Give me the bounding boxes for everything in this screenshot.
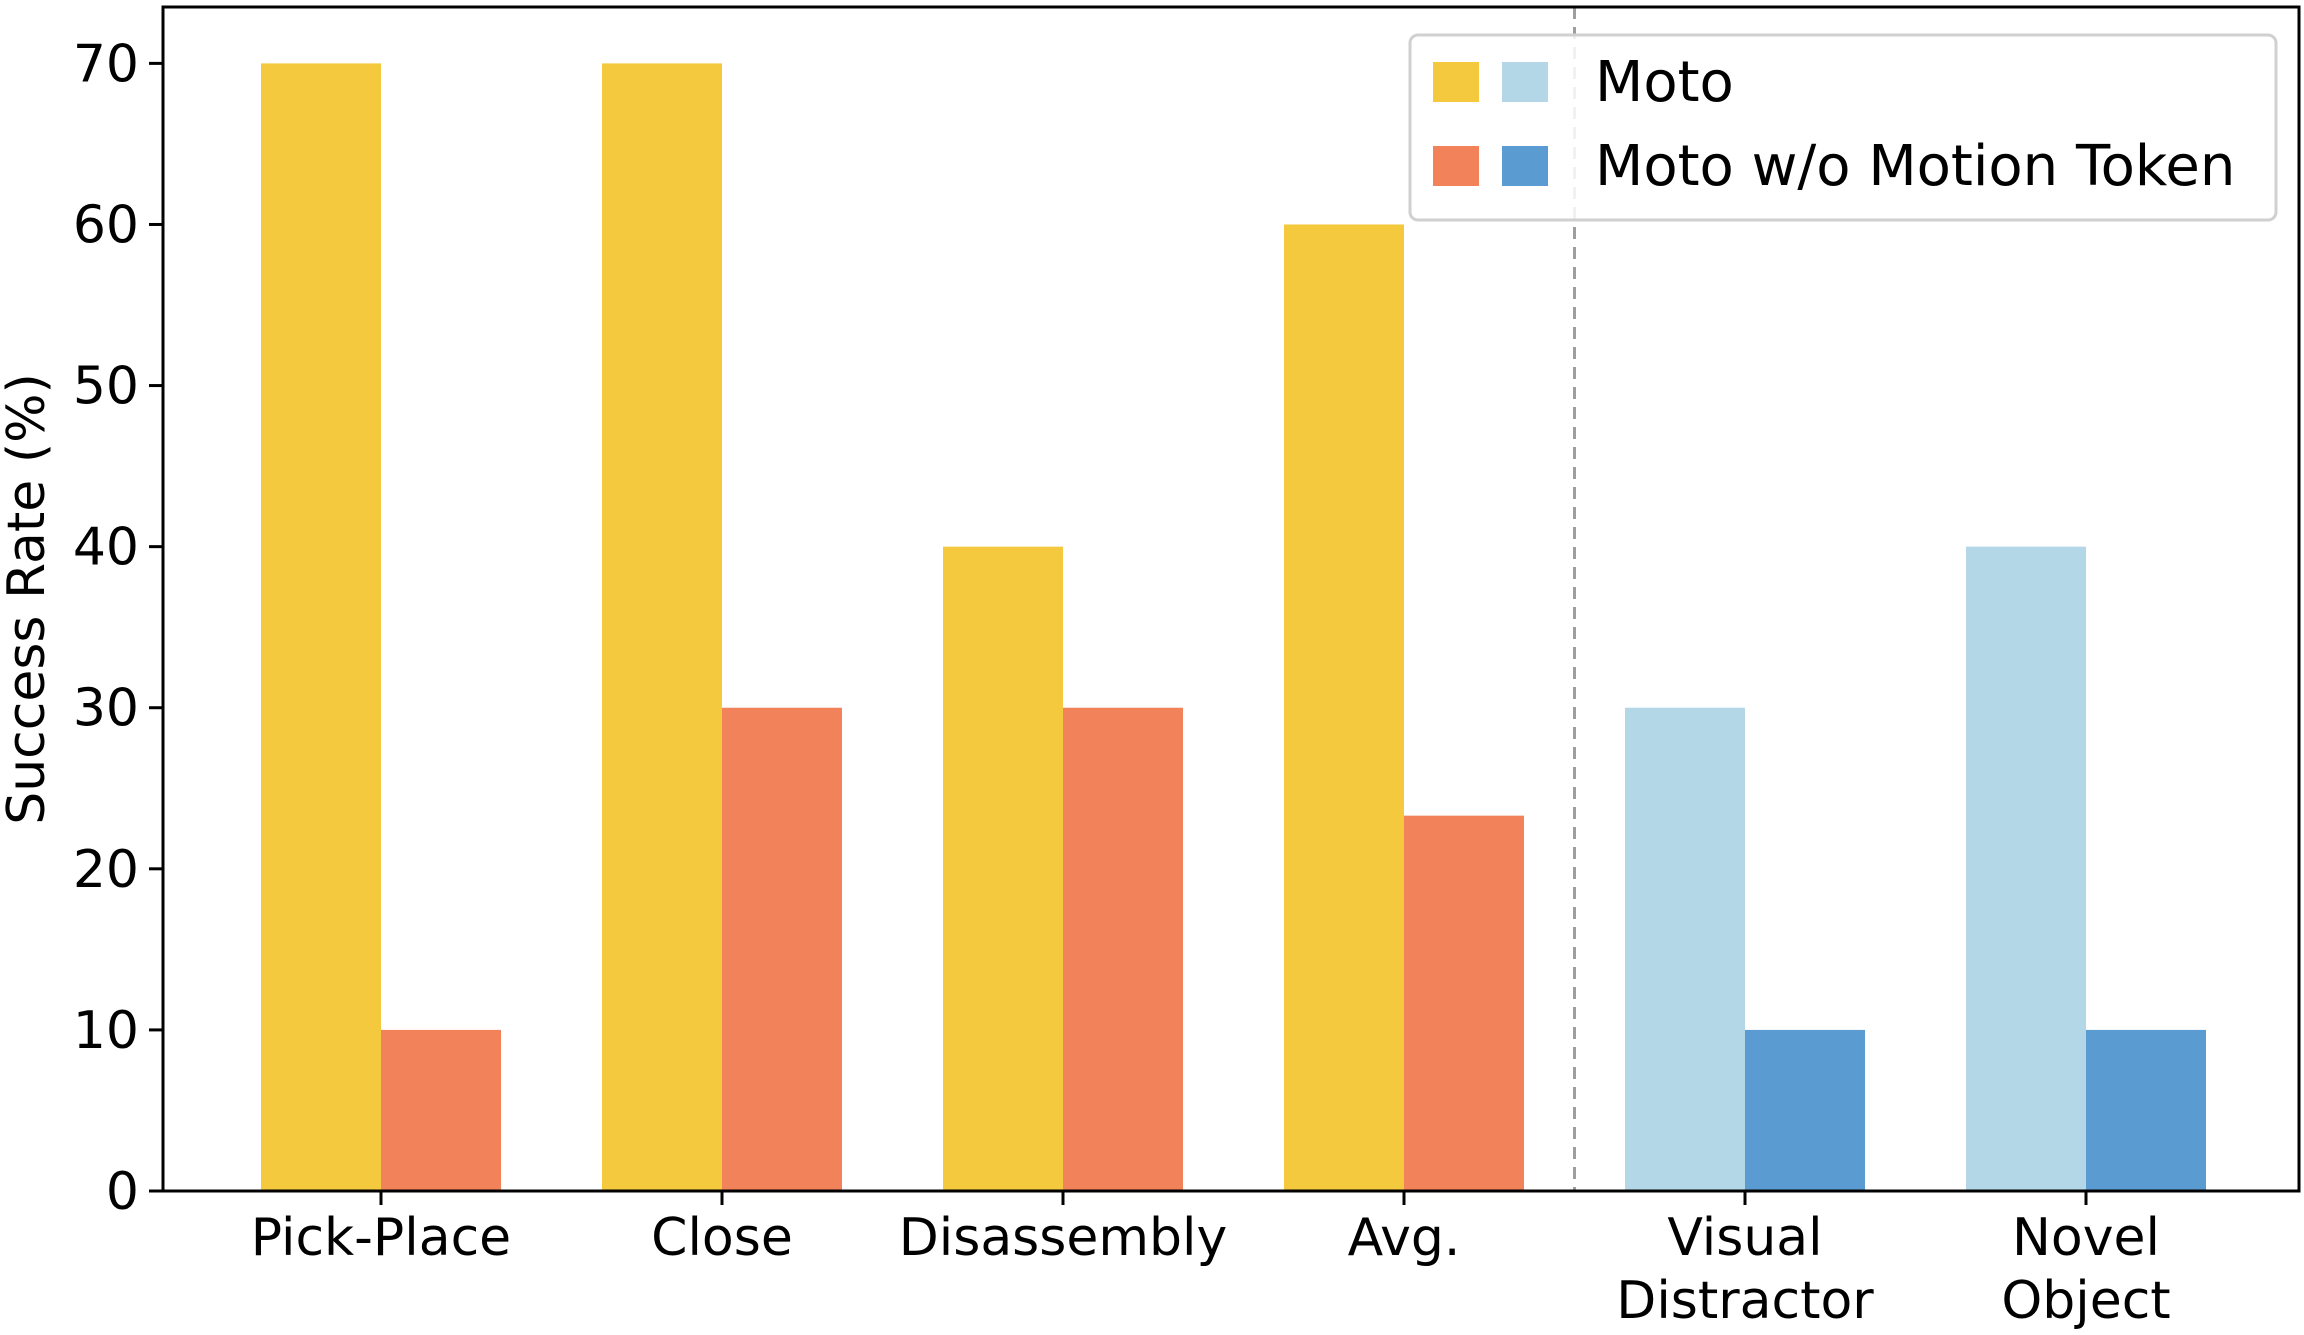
bar-moto-w-o-motion-token-novel-object: [2086, 1029, 2206, 1191]
legend-swatch-moto-w-o-motion-token-2: [1502, 146, 1548, 186]
bar-moto-w-o-motion-token-close: [722, 707, 842, 1191]
bar-moto-avg: [1284, 224, 1404, 1192]
x-tick-label-close: Close: [651, 1208, 793, 1268]
bar-moto-w-o-motion-token-pick-place: [381, 1029, 501, 1191]
x-axis: Pick-Place Close Disassembly Avg. Visual Dist…: [251, 1191, 2171, 1331]
legend-box: [1408, 33, 2278, 222]
y-tick-label: 0: [106, 1162, 139, 1222]
y-tick-label: 50: [73, 357, 139, 417]
y-axis: 0 10 20 30 40 50 60 70: [73, 34, 163, 1222]
y-tick-label: 40: [73, 518, 139, 578]
x-tick-label-visual-distractor: Visual Distractor: [1616, 1208, 1874, 1331]
legend: Moto Moto w/o Motion Token: [1408, 33, 2278, 222]
bar-moto-visual-distractor: [1625, 707, 1745, 1191]
bar-moto-disassembly: [943, 546, 1063, 1191]
bar-moto-w-o-motion-token-visual-distractor: [1745, 1029, 1865, 1191]
x-tick-label-disassembly: Disassembly: [899, 1208, 1228, 1268]
y-tick-label: 30: [73, 679, 139, 739]
legend-swatch-moto-2: [1502, 62, 1548, 102]
bar-moto-pick-place: [261, 63, 381, 1191]
legend-label-moto: Moto: [1595, 50, 1734, 115]
x-tick-label-novel-object: Novel Object: [2001, 1208, 2170, 1331]
y-tick-label: 20: [73, 840, 139, 900]
bar-moto-w-o-motion-token-disassembly: [1063, 707, 1183, 1191]
x-tick-label-avg: Avg.: [1348, 1208, 1461, 1268]
bar-moto-novel-object: [1966, 546, 2086, 1191]
y-axis-label: Success Rate (%): [0, 373, 57, 825]
legend-swatch-moto-w-o-motion-token-1: [1433, 146, 1479, 186]
y-tick-label: 70: [73, 34, 139, 94]
legend-label-moto-w-o-motion-token: Moto w/o Motion Token: [1595, 134, 2235, 199]
y-tick-label: 60: [73, 195, 139, 255]
plot-frame: [161, 5, 2301, 1193]
bars-group: [261, 63, 2206, 1192]
legend-swatch-moto-1: [1433, 62, 1479, 102]
y-tick-label: 10: [73, 1001, 139, 1061]
bar-moto-close: [602, 63, 722, 1191]
x-tick-label-pick-place: Pick-Place: [251, 1208, 511, 1268]
bar-moto-w-o-motion-token-avg: [1404, 815, 1524, 1191]
